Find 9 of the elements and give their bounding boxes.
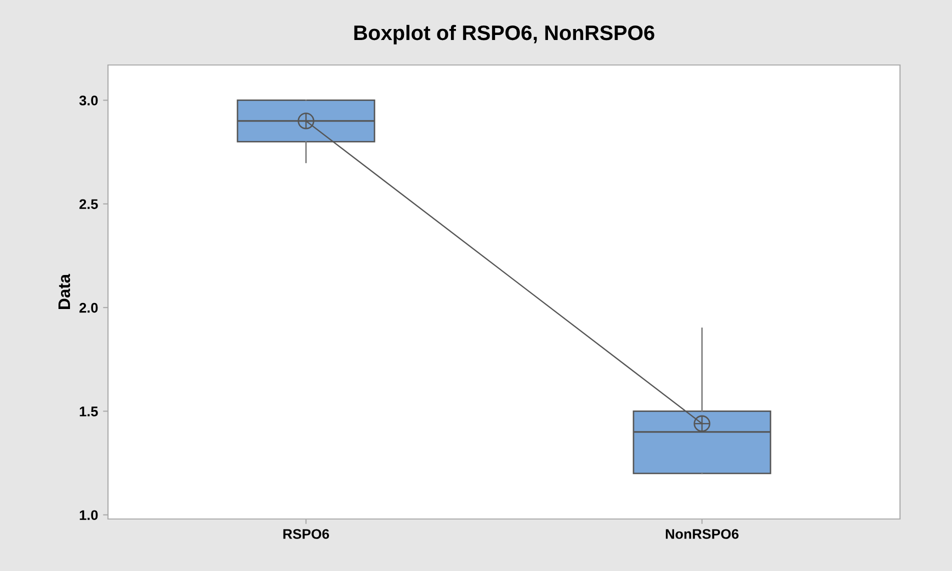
y-tick-label: 2.5 <box>79 199 98 210</box>
y-tick-label: 3.0 <box>79 96 98 106</box>
x-tick-label: NonRSPO6 <box>666 529 739 539</box>
y-axis-title: Data <box>58 274 70 309</box>
y-tick-label: 2.0 <box>79 302 98 313</box>
y-tick-label: 1.0 <box>80 510 98 520</box>
chart-title: Boxplot of RSPO6, NonRSPO6 <box>354 24 654 44</box>
x-tick-label: RSPO6 <box>283 529 330 539</box>
y-tick-label: 1.5 <box>80 406 98 416</box>
